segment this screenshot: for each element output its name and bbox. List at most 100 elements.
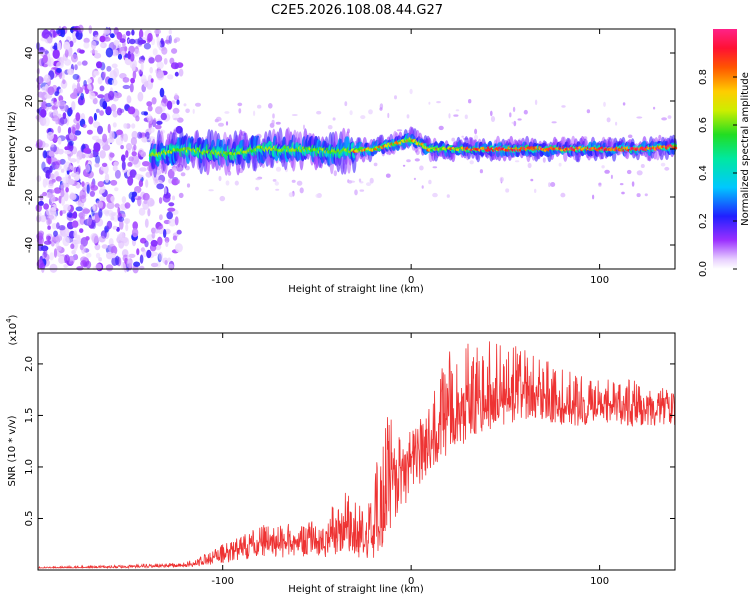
- spectrogram-faint-cell: [461, 135, 465, 138]
- spectrogram-noise-cell: [106, 65, 112, 72]
- spectrogram-faint-cell: [413, 177, 416, 181]
- spectrogram-noise-cell: [99, 196, 106, 203]
- spectrogram-y-tick-label: -40: [24, 237, 35, 253]
- spectrogram-noise-cell: [89, 92, 96, 100]
- spectrogram-noise-cell: [63, 204, 71, 212]
- spectrogram-noise-cell: [35, 204, 42, 212]
- spectrogram-noise-cell: [112, 165, 118, 172]
- spectrogram-noise-cell: [137, 131, 143, 139]
- spectrogram-faint-cell: [517, 118, 522, 121]
- spectrogram-faint-cell: [359, 189, 365, 192]
- spectrogram-noise-cell: [43, 203, 49, 210]
- spectrogram-noise-cell: [85, 164, 91, 173]
- spectrogram-faint-cell: [455, 109, 460, 112]
- spectrogram-noise-cell: [38, 200, 44, 206]
- snr-y-tick-label: 2.0: [24, 356, 35, 372]
- spectrogram-faint-cell: [291, 114, 298, 116]
- spectrogram-noise-cell: [143, 136, 148, 143]
- spectrogram-noise-cell: [144, 240, 149, 248]
- spectrogram-faint-cell: [195, 102, 201, 107]
- spectrogram-noise-cell: [61, 176, 70, 184]
- spectrogram-noise-cell: [163, 186, 167, 195]
- spectrogram-noise-cell: [122, 77, 130, 83]
- spectrogram-noise-cell: [150, 262, 159, 268]
- spectrogram-noise-cell: [67, 178, 75, 185]
- spectrogram-noise-cell: [74, 254, 78, 260]
- spectrogram-x-tick-label: 100: [590, 275, 609, 286]
- spectrogram-noise-cell: [134, 38, 141, 45]
- spectrogram-noise-cell: [125, 150, 129, 158]
- spectrogram-noise-cell: [102, 71, 107, 79]
- spectrogram-noise-cell: [167, 263, 174, 270]
- spectrogram-noise-cell: [58, 88, 63, 94]
- spectrogram-faint-cell: [505, 188, 510, 193]
- spectrogram-noise-cell: [74, 64, 78, 71]
- spectrogram-noise-cell: [142, 161, 150, 167]
- spectrogram-faint-cell: [631, 181, 635, 187]
- spectrogram-noise-cell: [93, 142, 101, 153]
- spectrogram-noise-cell: [163, 58, 168, 65]
- spectrogram-noise-cell: [60, 188, 65, 198]
- spectrogram-noise-cell: [41, 91, 48, 101]
- spectrogram-noise-cell: [168, 218, 177, 227]
- spectrogram-noise-cell: [131, 191, 137, 197]
- spectrogram-faint-cell: [464, 114, 468, 120]
- spectrogram-noise-cell: [100, 43, 105, 48]
- spectrogram-noise-cell: [46, 217, 51, 226]
- spectrogram-faint-cell: [551, 121, 557, 124]
- spectrogram-noise-cell: [164, 260, 168, 266]
- spectrogram-noise-cell: [40, 215, 47, 223]
- spectrogram-noise-cell: [147, 208, 151, 217]
- spectrogram-faint-cell: [171, 195, 176, 201]
- spectrogram-faint-cell: [490, 110, 493, 117]
- spectrogram-noise-cell: [52, 49, 60, 59]
- spectrogram-noise-cell: [151, 97, 157, 105]
- spectrogram-noise-cell: [56, 28, 61, 35]
- spectrogram-faint-cell: [534, 188, 537, 193]
- spectrogram-noise-cell: [90, 185, 99, 191]
- spectrogram-noise-cell: [43, 166, 51, 174]
- spectrogram-noise-cell: [174, 71, 179, 77]
- spectrogram-noise-cell: [127, 175, 134, 186]
- spectrogram-faint-cell: [368, 109, 373, 115]
- spectrogram-noise-cell: [178, 68, 184, 77]
- spectrogram-noise-cell: [66, 211, 73, 218]
- spectrogram-noise-cell: [93, 112, 97, 121]
- spectrogram-noise-cell: [99, 150, 106, 159]
- spectrogram-faint-cell: [619, 183, 624, 186]
- spectrogram-noise-cell: [50, 142, 55, 148]
- spectrogram-faint-cell: [560, 192, 566, 198]
- spectrogram-noise-cell: [36, 139, 43, 148]
- spectrogram-noise-cell: [47, 86, 55, 96]
- spectrogram-faint-cell: [661, 117, 667, 121]
- spectrogram-faint-cell: [402, 164, 406, 167]
- spectrogram-noise-cell: [83, 147, 91, 154]
- spectrogram-noise-cell: [104, 227, 109, 234]
- spectrogram-noise-cell: [106, 251, 114, 260]
- spectrogram-faint-cell: [660, 162, 666, 167]
- spectrogram-noise-cell: [143, 81, 149, 88]
- spectrogram-noise-cell: [176, 229, 182, 235]
- spectrogram-faint-cell: [296, 180, 303, 186]
- spectrogram-noise-cell: [154, 54, 163, 63]
- spectrogram-noise-cell: [147, 105, 153, 112]
- spectrogram-faint-cell: [215, 116, 222, 122]
- spectrogram-noise-cell: [97, 76, 103, 85]
- spectrogram-noise-cell: [109, 131, 115, 140]
- colorbar-tick-label: 0.2: [698, 213, 709, 229]
- spectrogram-noise-cell: [86, 217, 93, 226]
- spectrogram-noise-cell: [158, 251, 163, 261]
- spectrogram-noise-cell: [143, 42, 151, 50]
- spectrogram-noise-cell: [105, 264, 114, 272]
- spectrogram-noise-cell: [149, 66, 153, 74]
- spectrogram-faint-cell: [268, 103, 273, 109]
- spectrogram-noise-cell: [130, 77, 136, 84]
- spectrogram-noise-cell: [129, 169, 137, 178]
- spectrogram-noise-cell: [166, 211, 173, 220]
- spectrogram-faint-cell: [333, 170, 337, 177]
- spectrogram-noise-cell: [146, 113, 152, 122]
- spectrogram-noise-cell: [138, 29, 144, 39]
- spectrogram-faint-cell: [406, 114, 410, 119]
- spectrogram-noise-cell: [127, 50, 131, 60]
- spectrogram-noise-cell: [69, 158, 77, 163]
